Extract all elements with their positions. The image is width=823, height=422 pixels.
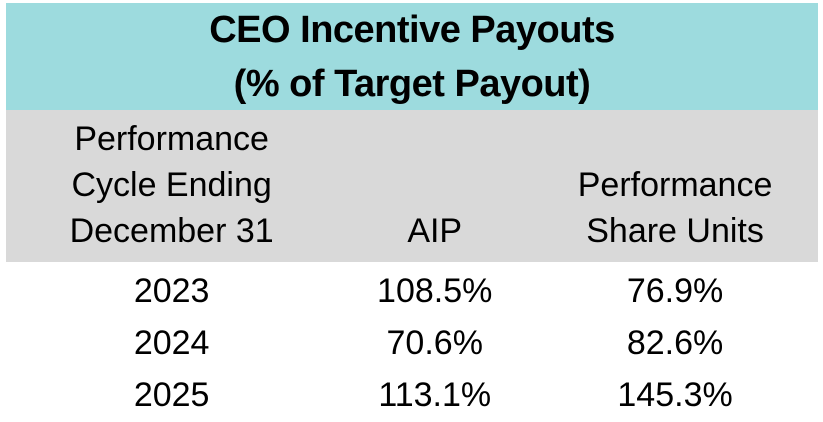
psu-value-cell: 82.6% <box>626 323 724 362</box>
table-title-line1: CEO Incentive Payouts <box>209 8 615 51</box>
year-cell: 2025 <box>133 375 210 414</box>
table-row-2025: 2025 113.1% 145.3% <box>6 369 818 421</box>
year-cell: 2024 <box>133 323 210 362</box>
column-header-performance-cycle: Performance Cycle Ending December 31 <box>6 110 337 262</box>
column-header-line: December 31 <box>69 212 274 250</box>
table-title-band: CEO Incentive Payouts (% of Target Payou… <box>6 3 818 110</box>
column-header-line: Performance <box>577 166 773 204</box>
table-body: 2023 108.5% 76.9% 2024 70.6% 82.6% 2025 … <box>6 262 818 421</box>
table-row-2024: 2024 70.6% 82.6% <box>6 317 818 369</box>
column-header-performance-share-units: Performance Share Units <box>532 110 818 262</box>
aip-value-cell: 70.6% <box>386 323 483 362</box>
column-header-line: AIP <box>407 212 463 250</box>
aip-value-cell: 113.1% <box>378 375 492 414</box>
column-header-line: Share Units <box>586 212 764 250</box>
table-title-line2: (% of Target Payout) <box>233 62 591 105</box>
column-header-line: Cycle Ending <box>71 166 272 204</box>
psu-value-cell: 145.3% <box>617 375 733 414</box>
column-header-line: Performance <box>74 120 269 158</box>
table-header-row: Performance Cycle Ending December 31 AIP… <box>6 110 818 262</box>
ceo-incentive-payouts-table: CEO Incentive Payouts (% of Target Payou… <box>6 3 818 421</box>
table-row-2023: 2023 108.5% 76.9% <box>6 265 818 317</box>
psu-value-cell: 76.9% <box>626 271 724 310</box>
aip-value-cell: 108.5% <box>377 271 493 310</box>
column-header-aip: AIP <box>337 110 532 262</box>
year-cell: 2023 <box>133 271 210 310</box>
